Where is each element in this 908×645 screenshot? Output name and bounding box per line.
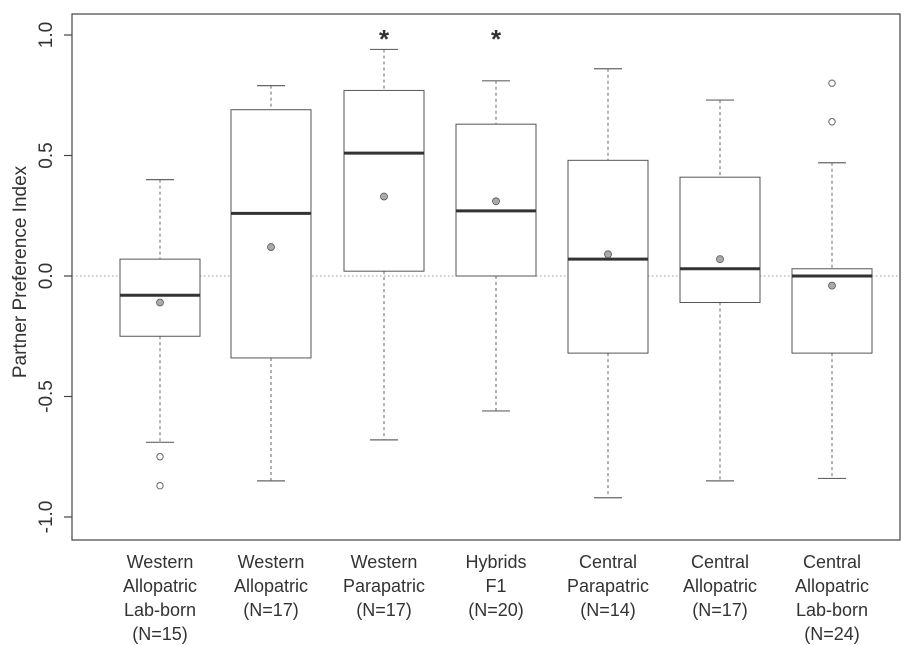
y-tick-label: 0.5 xyxy=(36,142,57,168)
outlier-point xyxy=(828,118,836,126)
category-label: F1 xyxy=(485,576,506,596)
y-tick-label: -1.0 xyxy=(36,501,57,534)
category-label: (N=14) xyxy=(580,600,636,620)
category-label: Western xyxy=(351,552,418,572)
mean-point xyxy=(492,197,500,206)
box-group xyxy=(791,79,873,480)
category-label: Allopatric xyxy=(234,576,308,596)
y-axis-title: Partner Preference Index xyxy=(10,165,31,378)
category-label: Lab-born xyxy=(124,600,196,620)
category-label: (N=20) xyxy=(468,600,524,620)
category-label: Central xyxy=(579,552,637,572)
mean-point xyxy=(828,281,836,290)
box-group xyxy=(679,99,761,482)
y-tick-label: -0.5 xyxy=(36,380,57,413)
mean-point xyxy=(604,250,612,259)
mean-point xyxy=(380,192,388,201)
box-group xyxy=(567,68,649,499)
mean-point xyxy=(156,298,164,307)
category-label: Hybrids xyxy=(465,552,526,572)
category-label: Central xyxy=(691,552,749,572)
category-label: Parapatric xyxy=(567,576,649,596)
category-label: Central xyxy=(803,552,861,572)
box-group xyxy=(230,85,312,482)
category-label: Allopatric xyxy=(683,576,757,596)
mean-point xyxy=(267,243,275,251)
category-label: Allopatric xyxy=(795,576,869,596)
outlier-point xyxy=(156,453,164,461)
iqr-box xyxy=(230,109,312,359)
category-label: (N=15) xyxy=(132,624,188,644)
outlier-point xyxy=(156,481,164,490)
significance-marker: * xyxy=(491,24,502,54)
mean-point xyxy=(716,255,724,264)
iqr-box xyxy=(343,89,425,272)
outlier-point xyxy=(828,79,836,87)
iqr-box xyxy=(119,258,201,337)
iqr-box xyxy=(679,176,761,304)
plot-frame xyxy=(71,13,901,541)
category-label: Western xyxy=(127,552,194,572)
y-tick-label: 0.0 xyxy=(36,263,57,289)
category-label: (N=17) xyxy=(692,600,748,620)
category-label: (N=17) xyxy=(243,600,299,620)
category-label: Lab-born xyxy=(796,600,868,620)
box-group xyxy=(119,179,201,490)
y-tick-label: 1.0 xyxy=(36,22,57,48)
category-label: (N=17) xyxy=(356,600,412,620)
iqr-box xyxy=(791,268,873,354)
category-label: (N=24) xyxy=(804,624,860,644)
significance-marker: * xyxy=(379,24,390,54)
category-label: Western xyxy=(238,552,305,572)
category-label: Allopatric xyxy=(123,576,197,596)
box-group: * xyxy=(343,24,425,441)
category-label: Parapatric xyxy=(343,576,425,596)
box-group: * xyxy=(455,24,537,412)
